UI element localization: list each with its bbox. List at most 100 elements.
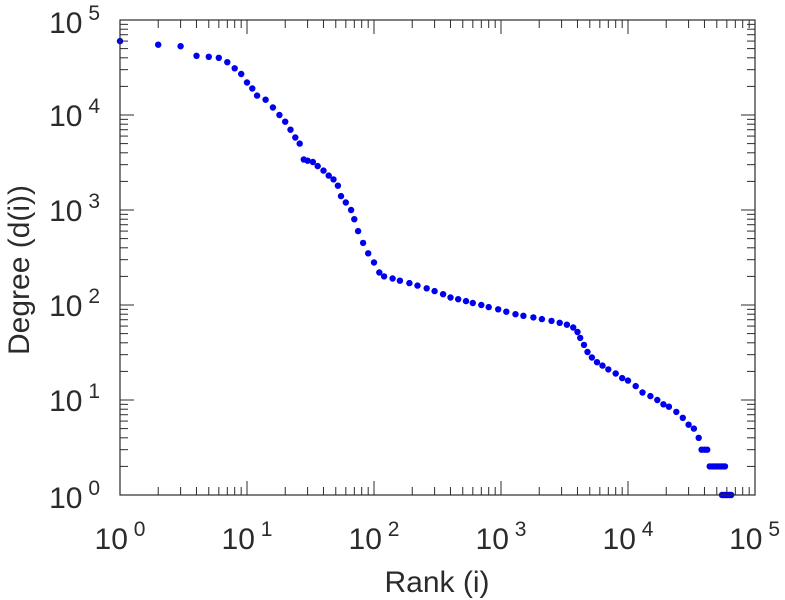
data-point xyxy=(249,85,256,92)
data-point xyxy=(320,167,327,174)
data-point xyxy=(177,43,184,50)
tick-label-base: 10 xyxy=(49,482,82,515)
data-point xyxy=(253,92,261,99)
data-point xyxy=(679,414,686,421)
y-axis-label: Degree (d(i)) xyxy=(3,185,36,355)
tick-label-base: 10 xyxy=(49,385,82,418)
data-point xyxy=(548,317,555,325)
data-point xyxy=(447,294,454,301)
data-point xyxy=(520,312,527,319)
data-point xyxy=(231,65,238,72)
data-point xyxy=(577,334,584,342)
x-tick-label: 10 5 xyxy=(729,518,780,556)
data-point xyxy=(292,134,299,141)
data-point xyxy=(243,79,251,86)
data-point xyxy=(495,306,502,313)
tick-label-exponent: 1 xyxy=(255,518,273,541)
data-point xyxy=(423,285,430,292)
data-point xyxy=(370,259,378,266)
data-point xyxy=(276,111,283,119)
tick-label-base: 10 xyxy=(49,195,82,228)
data-points xyxy=(116,37,735,499)
x-tick-labels: 10 0 10 1 10 2 10 3 10 4 10 5 xyxy=(95,518,780,556)
tick-label-base: 10 xyxy=(476,523,509,556)
data-point xyxy=(365,250,372,257)
data-point xyxy=(334,182,342,189)
data-point xyxy=(665,403,673,410)
x-tick-label: 10 4 xyxy=(603,518,654,556)
data-point xyxy=(574,328,581,336)
data-point xyxy=(380,273,388,280)
data-point xyxy=(605,366,612,373)
data-point xyxy=(262,96,269,103)
data-point xyxy=(282,118,289,125)
data-point xyxy=(485,303,492,311)
tick-label-exponent: 4 xyxy=(82,95,100,118)
y-tick-label: 10 1 xyxy=(49,380,100,418)
data-point xyxy=(215,54,222,61)
tick-label-exponent: 0 xyxy=(128,518,146,541)
data-point xyxy=(632,382,639,390)
data-point xyxy=(580,341,588,349)
tick-label-exponent: 2 xyxy=(382,518,400,541)
data-point xyxy=(599,362,606,369)
tick-label-base: 10 xyxy=(49,100,82,133)
tick-label-exponent: 5 xyxy=(82,2,100,25)
data-point xyxy=(704,446,711,453)
data-point xyxy=(584,348,591,356)
tick-label-exponent: 1 xyxy=(82,380,100,403)
tick-label-base: 10 xyxy=(349,523,382,556)
data-point xyxy=(296,140,303,147)
tick-label-exponent: 3 xyxy=(509,518,527,541)
data-point xyxy=(512,311,519,318)
data-point xyxy=(469,299,476,307)
x-axis-label: Rank (i) xyxy=(384,566,489,599)
tick-label-base: 10 xyxy=(49,7,82,40)
tick-label-base: 10 xyxy=(603,523,636,556)
tick-label-base: 10 xyxy=(49,290,82,323)
data-point xyxy=(439,291,447,298)
data-point xyxy=(205,53,212,60)
data-point xyxy=(269,104,277,111)
data-point xyxy=(530,314,537,321)
data-point xyxy=(224,59,231,66)
y-tick-label: 10 4 xyxy=(49,95,100,133)
data-point xyxy=(389,275,396,282)
x-tick-label: 10 2 xyxy=(349,518,400,556)
x-tick-label: 10 3 xyxy=(476,518,527,556)
tick-label-exponent: 2 xyxy=(82,285,100,308)
tick-label-base: 10 xyxy=(222,523,255,556)
data-point xyxy=(406,279,413,287)
data-point xyxy=(538,315,546,323)
y-tick-label: 10 0 xyxy=(49,477,100,515)
data-point xyxy=(309,158,317,166)
data-point xyxy=(376,269,383,276)
data-point xyxy=(351,216,358,223)
data-point xyxy=(414,282,421,289)
plot-frame xyxy=(119,19,756,496)
tick-label-exponent: 0 xyxy=(82,477,100,500)
y-tick-label: 10 5 xyxy=(49,2,100,40)
data-point xyxy=(314,162,321,170)
data-point xyxy=(462,297,470,305)
data-point xyxy=(654,396,661,404)
data-point xyxy=(563,321,571,328)
data-point xyxy=(570,324,577,331)
tick-label-exponent: 5 xyxy=(762,518,780,541)
data-point xyxy=(359,239,367,247)
data-point xyxy=(347,206,355,214)
axis-ticks xyxy=(119,20,755,496)
tick-label-base: 10 xyxy=(95,523,128,556)
data-point xyxy=(556,319,563,326)
tick-label-exponent: 4 xyxy=(636,518,654,541)
data-point xyxy=(342,199,349,206)
data-point xyxy=(588,354,596,361)
data-point xyxy=(193,52,200,59)
data-point xyxy=(593,359,601,366)
data-point xyxy=(330,176,337,183)
y-tick-label: 10 3 xyxy=(49,190,100,228)
data-point xyxy=(325,172,332,179)
data-point xyxy=(619,374,626,382)
tick-label-base: 10 xyxy=(729,523,762,556)
